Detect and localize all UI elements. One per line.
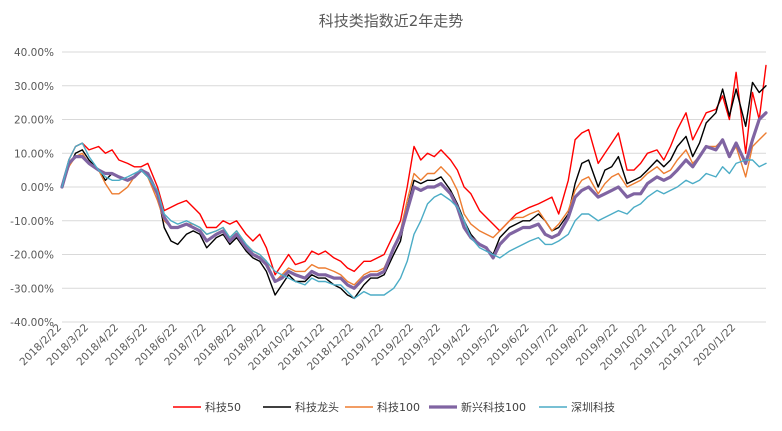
legend-label: 新兴科技100: [461, 400, 526, 414]
y-tick-label: 0.00%: [21, 182, 54, 194]
legend-label: 科技龙头: [295, 400, 339, 414]
legend-label: 科技50: [205, 400, 241, 414]
grid-lines: [62, 51, 766, 323]
series-line-4: [61, 142, 767, 300]
legend-label: 科技100: [377, 400, 420, 414]
series-lines: [60, 64, 768, 300]
y-tick-label: 40.00%: [14, 47, 54, 59]
series-line-0: [61, 64, 767, 276]
chart-title: 科技类指数近2年走势: [319, 12, 464, 30]
y-tick-label: -20.00%: [10, 250, 54, 262]
legend-label: 深圳科技: [571, 400, 615, 414]
series-line-1: [61, 81, 767, 300]
y-tick-label: 20.00%: [14, 115, 54, 127]
y-tick-label: -30.00%: [10, 283, 54, 295]
legend: 科技50 科技龙头 科技100 新兴科技100 深圳科技: [173, 400, 615, 414]
y-tick-label: -10.00%: [10, 216, 54, 228]
y-tick-label: 10.00%: [14, 148, 54, 160]
series-line-3: [60, 111, 768, 290]
y-tick-label: 30.00%: [14, 81, 54, 93]
y-axis-ticks: 40.00% 30.00% 20.00% 10.00% 0.00% -10.00% -20.…: [10, 47, 54, 329]
y-tick-label: -40.00%: [10, 317, 54, 329]
